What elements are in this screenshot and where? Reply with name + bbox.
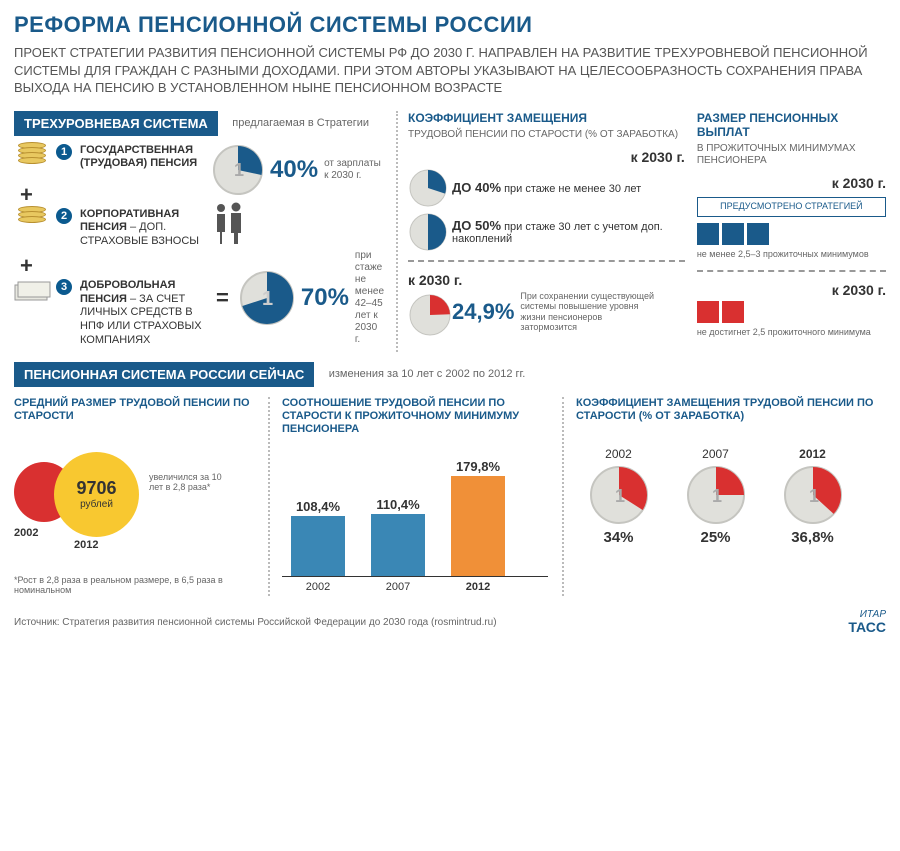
plus-icon: + <box>20 253 204 279</box>
coin-pie-icon <box>408 293 446 331</box>
coin-pie-icon <box>408 168 446 206</box>
subtitle: ПРОЕКТ СТРАТЕГИИ РАЗВИТИЯ ПЕНСИОННОЙ СИС… <box>14 44 886 97</box>
ratio-chart: 108,4% 110,4% 179,8% <box>282 447 548 577</box>
equals-icon: = <box>216 285 229 311</box>
coins-icon <box>14 144 50 178</box>
num-2: 2 <box>56 208 72 224</box>
level-3: 3 ДОБРОВОЛЬНАЯ ПЕНСИЯ – ЗА СЧЕТ ЛИЧНЫХ С… <box>14 279 204 348</box>
pie-40: 1 40% от зарплаты к 2030 г. <box>212 144 384 196</box>
ratio-title: СООТНОШЕНИЕ ТРУДОВОЙ ПЕНСИИ ПО СТАРОСТИ … <box>282 397 548 437</box>
main-title: РЕФОРМА ПЕНСИОННОЙ СИСТЕМЫ РОССИИ <box>14 12 886 38</box>
repl-row-50: ДО 50% при стаже 30 лет с учетом доп. на… <box>408 212 685 250</box>
coin-pie-icon <box>408 212 446 250</box>
repl-item-2002: 2002 1 34% <box>576 447 661 546</box>
repl-year: к 2030 г. <box>408 149 685 165</box>
pie-70-icon: 1 <box>239 270 295 326</box>
bar-2007: 110,4% <box>368 497 428 576</box>
repl-item-2007: 2007 1 25% <box>673 447 758 546</box>
repl-row-40: ДО 40% при стаже не менее 30 лет <box>408 168 685 206</box>
source-text: Источник: Стратегия развития пенсионной … <box>14 617 497 628</box>
avg-foot: *Рост в 2,8 раза в реальном размере, в 6… <box>14 575 254 597</box>
repl-now-row: 2002 1 34%2007 1 25%2012 1 36,8% <box>576 447 886 546</box>
repl-alt-year: к 2030 г. <box>408 272 685 288</box>
pie-70: = 1 70% при стаже не менее 42–45 лет к 2… <box>212 250 384 346</box>
payouts-sub: В ПРОЖИТОЧНЫХ МИНИМУМАХ ПЕНСИОНЕРА <box>697 143 886 167</box>
svg-text:1: 1 <box>262 288 273 310</box>
good-note: не менее 2,5–3 прожиточных минимумов <box>697 249 886 259</box>
svg-text:1: 1 <box>712 486 722 506</box>
bar-2012: 179,8% <box>448 459 508 576</box>
people-icon <box>212 202 246 244</box>
strategy-box: ПРЕДУСМОТРЕНО СТРАТЕГИЕЙ <box>697 197 886 217</box>
pie-40-icon: 1 <box>212 144 264 196</box>
avg-title: СРЕДНИЙ РАЗМЕР ТРУДОВОЙ ПЕНСИИ ПО СТАРОС… <box>14 397 254 437</box>
replacement-sub: ТРУДОВОЙ ПЕНСИИ ПО СТАРОСТИ (% ОТ ЗАРАБО… <box>408 129 685 141</box>
replacement-title: КОЭФФИЦИЕНТ ЗАМЕЩЕНИЯ <box>408 111 685 125</box>
now-bar-note: изменения за 10 лет с 2002 по 2012 гг. <box>329 368 526 380</box>
payouts-title: РАЗМЕР ПЕНСИОННЫХ ВЫПЛАТ <box>697 111 886 140</box>
plus-icon: + <box>20 182 204 208</box>
three-level-bar: ТРЕХУРОВНЕВАЯ СИСТЕМА <box>14 111 218 136</box>
itar-tass-logo: ИТАРТАСС <box>848 610 886 635</box>
three-level-note: предлагаемая в Стратегии <box>232 117 369 129</box>
num-3: 3 <box>56 279 72 295</box>
avg-circles: 9706 рублей 2002 2012 увеличился за 10 л… <box>14 447 254 557</box>
cash-icon <box>14 279 50 313</box>
pay-year: к 2030 г. <box>697 175 886 191</box>
squares-bad <box>697 301 886 323</box>
bar-2002: 108,4% <box>288 499 348 576</box>
now-bar: ПЕНСИОННАЯ СИСТЕМА РОССИИ СЕЙЧАС <box>14 362 314 387</box>
level-1: 1 ГОСУДАРСТВЕННАЯ (ТРУДОВАЯ) ПЕНСИЯ <box>14 144 204 178</box>
svg-text:1: 1 <box>615 486 625 506</box>
avg-side-note: увеличился за 10 лет в 2,8 раза* <box>149 472 229 493</box>
level-2: 2 КОРПОРАТИВНАЯ ПЕНСИЯ – ДОП. СТРАХОВЫЕ … <box>14 208 204 249</box>
repl-item-2012: 2012 1 36,8% <box>770 447 855 546</box>
svg-text:1: 1 <box>809 486 819 506</box>
repl-alt-row: 24,9% При сохранении существующей систем… <box>408 291 685 332</box>
pay-alt-year: к 2030 г. <box>697 282 886 298</box>
coins-icon <box>14 208 50 242</box>
circle-2012: 9706 рублей <box>54 452 139 537</box>
bad-note: не достигнет 2,5 прожиточного минимума <box>697 327 886 337</box>
squares-good <box>697 223 886 245</box>
repl-now-title: КОЭФФИЦИЕНТ ЗАМЕЩЕНИЯ ТРУДОВОЙ ПЕНСИИ ПО… <box>576 397 886 437</box>
svg-text:1: 1 <box>234 160 244 180</box>
num-1: 1 <box>56 144 72 160</box>
